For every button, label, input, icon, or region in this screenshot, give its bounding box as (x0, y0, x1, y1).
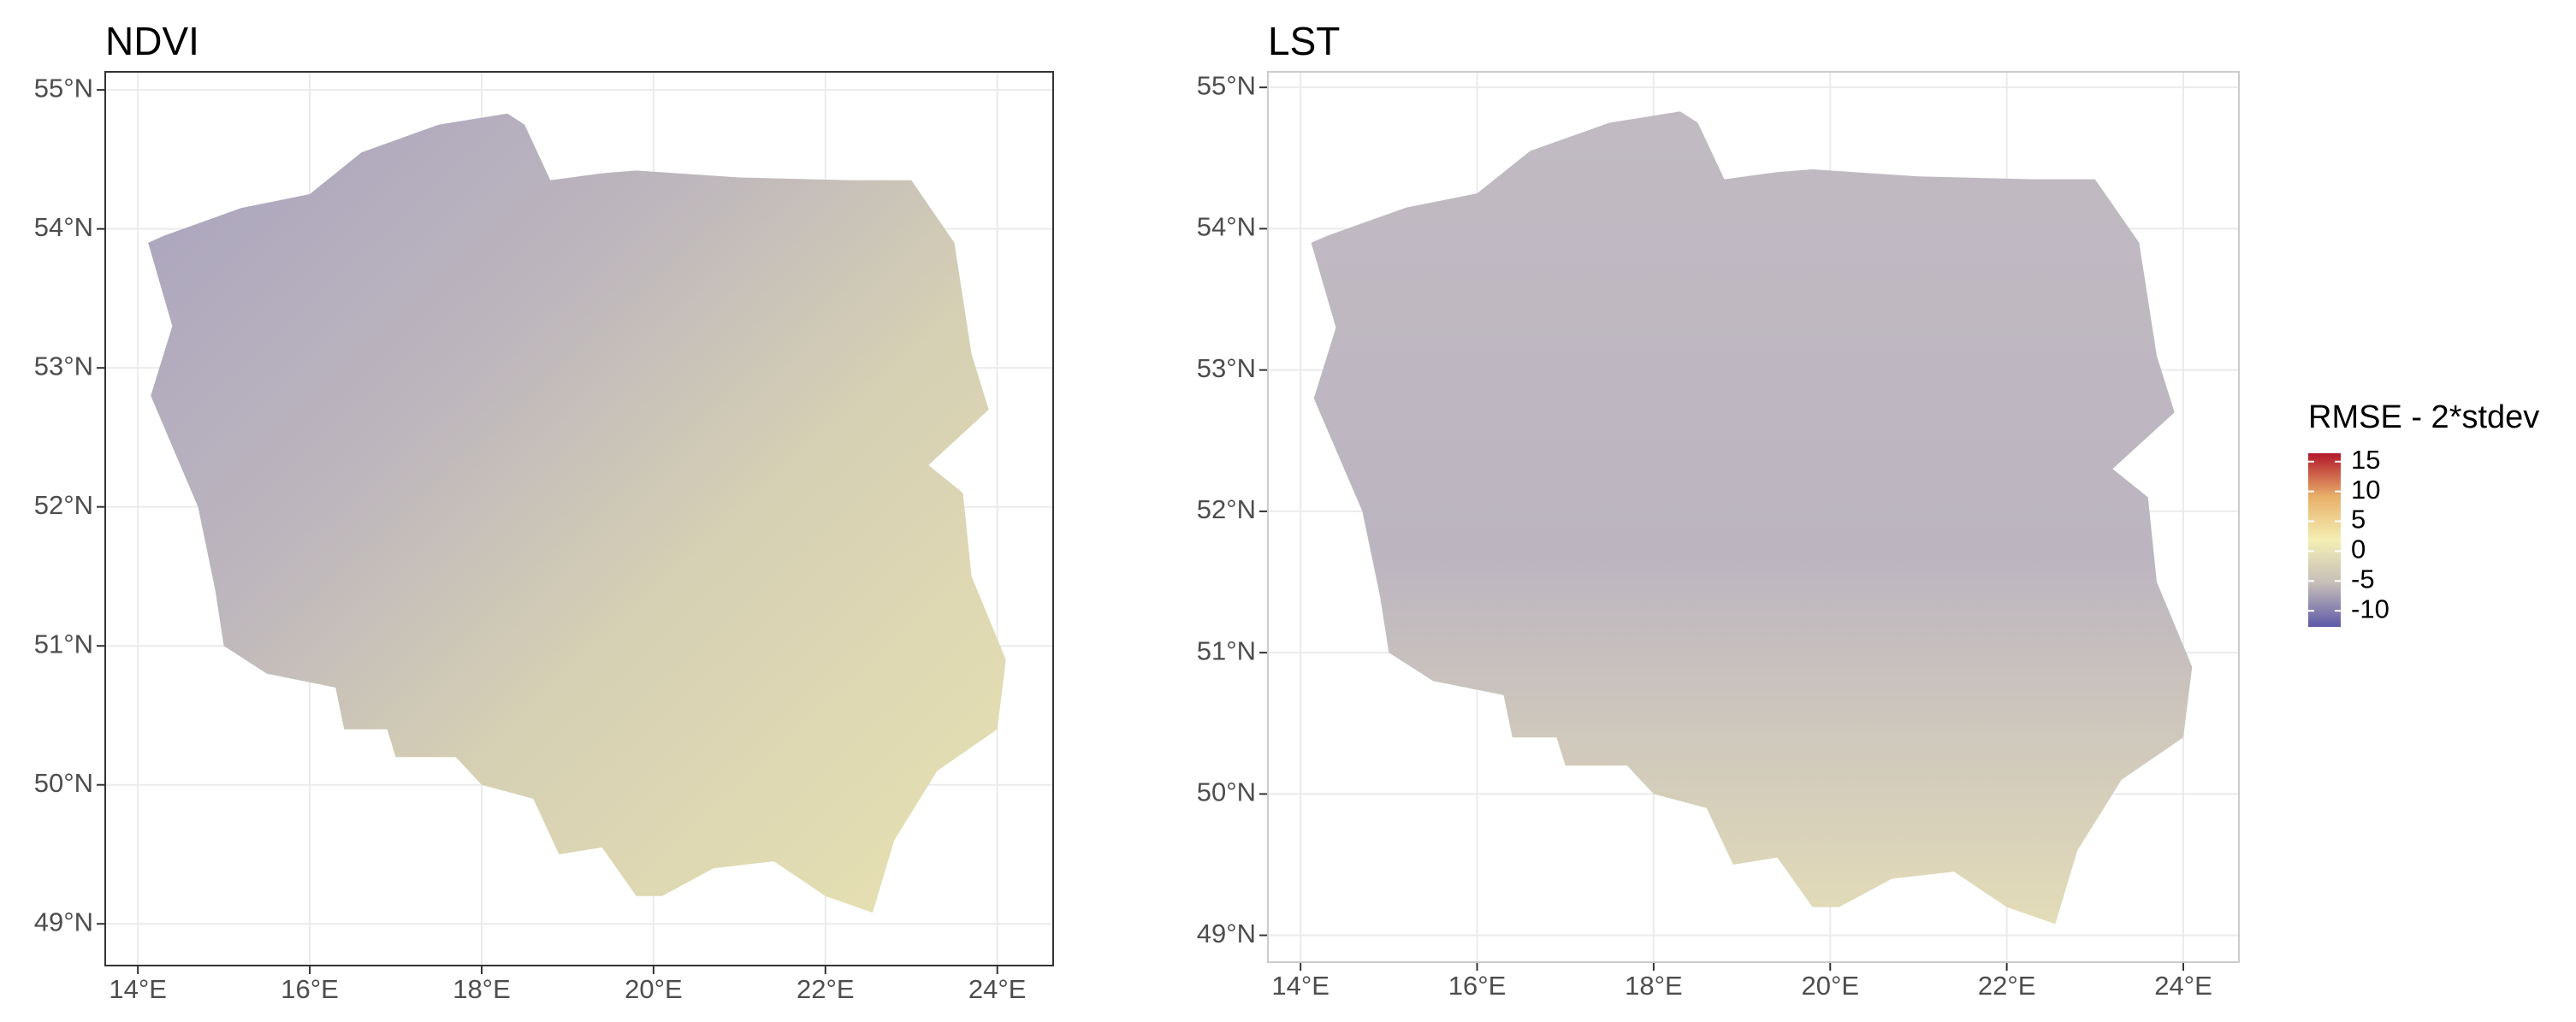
y-tick-label: 52°N (1197, 494, 1256, 524)
y-tick-label: 54°N (1197, 212, 1256, 242)
x-tick-label: 22°E (796, 974, 855, 1004)
y-tick-label: 50°N (34, 768, 93, 798)
x-tick-label: 18°E (1625, 971, 1683, 1001)
y-tick-label: 54°N (34, 212, 93, 242)
y-tick-label: 53°N (1197, 353, 1256, 383)
legend-tick-label: -10 (2351, 594, 2389, 623)
country-shape (1311, 111, 2193, 925)
x-tick-label: 20°E (1801, 971, 1859, 1001)
legend-tick-label: 15 (2351, 445, 2380, 475)
y-tick-label: 49°N (34, 907, 93, 936)
x-tick-label: 22°E (1978, 971, 2036, 1001)
y-tick-label: 51°N (34, 629, 93, 659)
x-tick-label: 14°E (109, 974, 167, 1004)
y-tick-label: 55°N (34, 73, 93, 103)
y-tick-label: 53°N (34, 351, 93, 381)
legend-title: RMSE - 2*stdev (2308, 399, 2539, 435)
panel-title: NDVI (105, 19, 199, 63)
panel-border (1267, 71, 2240, 963)
x-tick-label: 20°E (625, 974, 683, 1004)
panel-title: LST (1268, 19, 1340, 63)
legend-tick-label: 5 (2351, 505, 2366, 535)
legend-tick-label: -5 (2351, 564, 2375, 594)
y-tick-label: 55°N (1197, 70, 1256, 100)
panel-border (104, 71, 1054, 966)
y-tick-label: 51°N (1197, 635, 1256, 665)
x-tick-label: 18°E (453, 974, 511, 1004)
legend-tick-label: 0 (2351, 535, 2366, 564)
legend-colorbar (2308, 453, 2341, 627)
x-tick-label: 14°E (1271, 971, 1329, 1001)
x-tick-label: 24°E (2154, 971, 2212, 1001)
x-tick-label: 16°E (281, 974, 339, 1004)
y-tick-label: 52°N (34, 490, 93, 520)
country-shape (148, 113, 1006, 913)
x-tick-label: 16°E (1448, 971, 1507, 1001)
x-tick-label: 24°E (968, 974, 1027, 1004)
y-tick-label: 49°N (1197, 919, 1256, 948)
y-tick-label: 50°N (1197, 777, 1256, 807)
legend-tick-label: 10 (2351, 475, 2380, 505)
